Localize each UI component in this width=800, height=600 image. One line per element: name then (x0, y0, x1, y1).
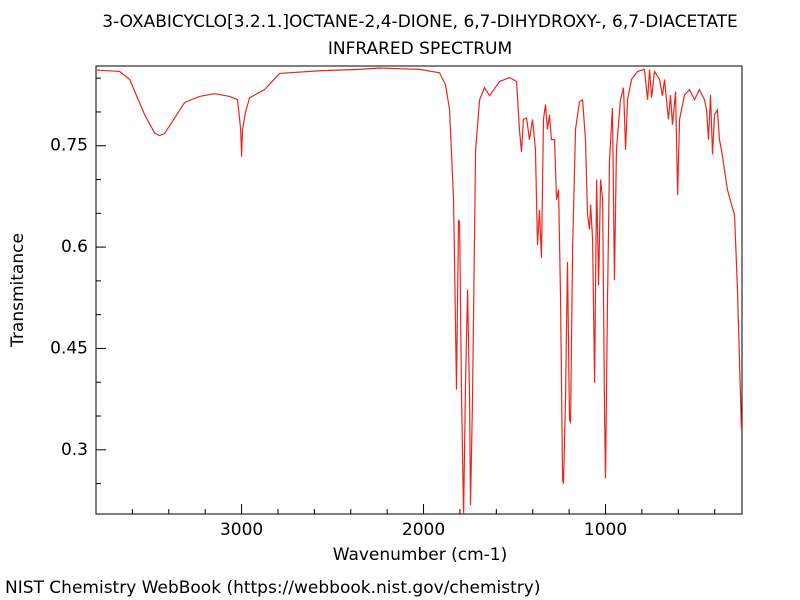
x-tick-label: 2000 (402, 520, 445, 540)
chart-subtitle: INFRARED SPECTRUM (328, 39, 512, 59)
footer: NIST Chemistry WebBook (https://webbook.… (5, 578, 540, 598)
x-tick-label: 3000 (220, 520, 263, 540)
x-tick-label: 1000 (584, 520, 627, 540)
y-tick-label: 0.6 (61, 237, 88, 257)
spectrum-line (96, 67, 742, 514)
y-axis-label: Transmitance (8, 233, 28, 348)
x-axis-label: Wavenumber (cm-1) (333, 545, 508, 565)
y-tick-label: 0.3 (61, 440, 88, 460)
y-tick-label: 0.75 (50, 136, 88, 156)
y-tick-label: 0.45 (50, 338, 88, 358)
plot-frame (95, 65, 743, 515)
chart-title: 3-OXABICYCLO[3.2.1.]OCTANE-2,4-DIONE, 6,… (102, 12, 738, 32)
